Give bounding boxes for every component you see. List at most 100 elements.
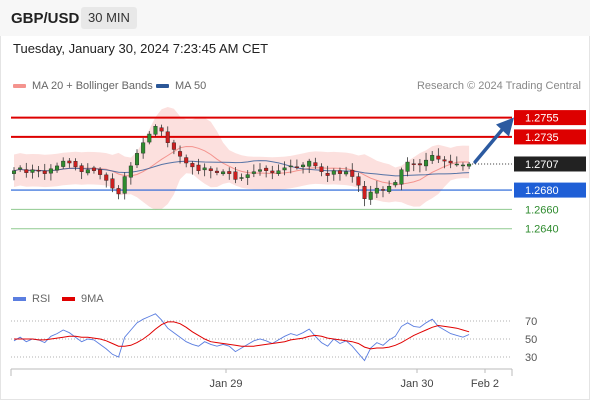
copyright-text: Research © 2024 Trading Central (416, 80, 581, 92)
candle-body (227, 171, 232, 174)
candle-body (85, 169, 90, 174)
candle-body (282, 167, 287, 171)
candle-body (202, 167, 207, 171)
forecast-arrow-head (496, 117, 514, 137)
level-tag-1.2755 (514, 110, 586, 126)
legend-rsi-label: RSI (32, 293, 51, 305)
candle-body (128, 165, 133, 178)
candle-body (165, 131, 170, 143)
candle-body (405, 161, 410, 172)
candle-body (368, 191, 373, 200)
rsi-tick-50: 50 (525, 334, 537, 346)
candle-body (442, 159, 447, 162)
candle-body (313, 162, 318, 167)
chart-header: GBP/USD 30 MIN (0, 0, 590, 36)
ma20-line (13, 145, 470, 186)
candle-body (362, 186, 367, 199)
candle-body (30, 169, 35, 173)
bollinger-band-area (14, 107, 470, 211)
candle-body (36, 170, 41, 172)
candle-body (233, 171, 238, 180)
candle-body (98, 169, 103, 175)
candle-body (467, 163, 472, 167)
candle-body (134, 153, 139, 166)
candle-body (214, 170, 219, 173)
9ma-swatch (62, 297, 75, 301)
current-price-label: 1.2707 (525, 159, 559, 171)
candle-body (319, 166, 324, 172)
candle-body (454, 163, 459, 166)
candle-body (245, 174, 250, 178)
candle-body (276, 170, 281, 174)
candle-body (307, 160, 312, 167)
candle-body (350, 170, 355, 177)
candle-body (153, 126, 158, 135)
rsi-swatch (13, 297, 26, 301)
candle-body (221, 171, 226, 175)
candle-body (264, 167, 269, 171)
level-label-1.2735: 1.2735 (525, 132, 559, 144)
level-label-1.2640: 1.2640 (525, 224, 559, 236)
candle-body (42, 170, 47, 174)
forecast-arrow-line (473, 125, 506, 164)
candle-body (251, 171, 256, 174)
rsi-tick-30: 30 (525, 352, 537, 364)
candle-body (61, 160, 66, 167)
candle-body (159, 127, 164, 132)
legend-9ma-label: 9MA (81, 293, 104, 305)
candle-body (436, 155, 441, 160)
candle-body (258, 169, 263, 172)
legend-rsi: RSI (13, 293, 50, 305)
candle-body (270, 170, 275, 173)
candle-body (110, 178, 115, 189)
legend-ma50: MA 50 (156, 80, 206, 92)
rsi-9ma-line (14, 321, 470, 350)
candle-body (104, 174, 109, 181)
legend-ma50-label: MA 50 (175, 80, 207, 92)
x-tick-label: Jan 30 (400, 378, 433, 390)
candle-body (331, 170, 336, 175)
candle-body (79, 165, 84, 172)
candle-body (24, 169, 29, 173)
ma50-line (13, 160, 470, 177)
interval-badge[interactable]: 30 MIN (81, 7, 137, 29)
level-tag-1.2735 (514, 129, 586, 145)
rsi-tick-70: 70 (525, 316, 537, 328)
candle-body (171, 142, 176, 150)
candle-body (67, 160, 72, 164)
candle-body (190, 163, 195, 168)
candle-body (288, 165, 293, 168)
candle-body (141, 142, 146, 154)
candle-body (239, 177, 244, 179)
x-tick-label: Jan 29 (209, 378, 242, 390)
level-tag-1.2680 (514, 182, 586, 198)
candle-body (301, 164, 306, 168)
legend-ma20-label: MA 20 + Bollinger Bands (32, 80, 153, 92)
candle-body (11, 170, 16, 174)
candle-body (55, 165, 60, 171)
candle-body (337, 170, 342, 174)
ma50-swatch (156, 84, 169, 88)
candle-body (417, 163, 422, 166)
candle-body (344, 171, 349, 175)
rsi-line (13, 313, 470, 362)
candle-body (73, 160, 78, 168)
candle-body (122, 176, 127, 194)
level-label-1.2660: 1.2660 (525, 204, 559, 216)
candle-body (430, 155, 435, 161)
ma20-swatch (13, 84, 26, 88)
candle-body (18, 167, 23, 170)
candle-body (184, 157, 189, 164)
candle-body (399, 169, 404, 185)
candle-body (381, 189, 386, 191)
candle-body (178, 151, 183, 157)
candle-body (196, 164, 201, 171)
candle-body (424, 159, 429, 167)
level-label-1.2755: 1.2755 (525, 113, 559, 125)
candle-body (325, 173, 330, 176)
candle-body (393, 182, 398, 186)
x-tick-label: Feb 2 (471, 378, 499, 390)
candle-body (387, 186, 392, 192)
symbol-title: GBP/USD (11, 10, 80, 27)
